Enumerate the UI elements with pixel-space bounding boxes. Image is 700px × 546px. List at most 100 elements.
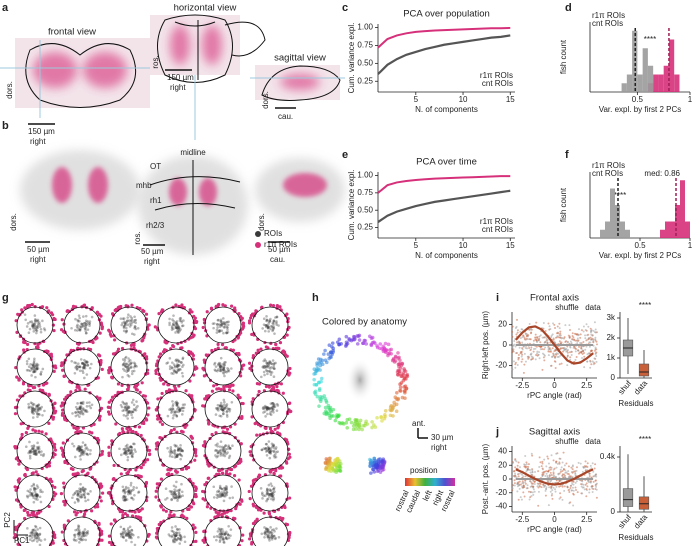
point-decoration — [134, 327, 138, 331]
point-decoration — [265, 408, 269, 412]
point-decoration — [173, 412, 176, 415]
point-decoration — [223, 450, 227, 454]
point-decoration — [172, 314, 175, 317]
point-decoration — [121, 530, 125, 534]
point-decoration — [35, 326, 38, 330]
point-decoration — [175, 321, 178, 325]
point-decoration — [253, 519, 257, 523]
point-decoration — [534, 347, 537, 350]
point-decoration — [129, 319, 133, 323]
point-decoration — [272, 534, 276, 538]
ring — [110, 474, 148, 512]
point-decoration — [175, 322, 178, 326]
y-tick-label: 0.50 — [357, 205, 373, 214]
point-decoration — [259, 347, 263, 351]
point-decoration — [173, 364, 177, 368]
point-decoration — [319, 397, 323, 402]
point-decoration — [131, 455, 134, 459]
point-decoration — [270, 495, 274, 498]
point-decoration — [215, 387, 219, 391]
point-decoration — [35, 367, 39, 371]
point-decoration — [216, 368, 220, 372]
point-decoration — [226, 330, 230, 334]
point-decoration — [83, 321, 87, 325]
point-decoration — [51, 417, 55, 421]
point-decoration — [270, 407, 274, 410]
point-decoration — [265, 405, 269, 409]
point-decoration — [126, 429, 130, 433]
point-decoration — [71, 304, 76, 308]
point-decoration — [170, 450, 174, 454]
point-decoration — [47, 504, 51, 509]
point-decoration — [556, 356, 559, 359]
point-decoration — [35, 410, 38, 414]
point-decoration — [36, 415, 39, 419]
point-decoration — [82, 453, 85, 456]
point-decoration — [181, 449, 184, 452]
point-decoration — [272, 449, 275, 453]
point-decoration — [35, 494, 39, 498]
point-decoration — [543, 458, 546, 461]
point-decoration — [121, 533, 125, 536]
point-decoration — [35, 367, 39, 371]
ring — [63, 432, 101, 470]
point-decoration — [261, 327, 264, 330]
point-decoration — [288, 455, 292, 459]
point-decoration — [276, 404, 280, 407]
point-decoration — [264, 533, 267, 536]
point-decoration — [28, 449, 32, 453]
point-decoration — [558, 472, 561, 475]
point-decoration — [267, 407, 270, 410]
point-decoration — [85, 452, 89, 456]
point-decoration — [271, 408, 275, 412]
point-decoration — [114, 422, 118, 426]
point-decoration — [540, 486, 543, 489]
point-decoration — [122, 329, 126, 333]
point-decoration — [172, 319, 176, 323]
point-decoration — [221, 447, 225, 451]
point-decoration — [222, 368, 225, 371]
point-decoration — [40, 405, 43, 409]
point-decoration — [376, 462, 381, 467]
point-decoration — [127, 357, 130, 360]
point-decoration — [124, 533, 128, 536]
point-decoration — [175, 365, 179, 368]
point-decoration — [75, 472, 79, 476]
point-decoration — [76, 447, 79, 451]
point-decoration — [139, 518, 143, 523]
point-decoration — [31, 494, 34, 498]
point-decoration — [125, 370, 129, 374]
point-decoration — [288, 401, 292, 405]
point-decoration — [369, 336, 374, 341]
point-decoration — [569, 345, 572, 348]
point-decoration — [214, 365, 218, 368]
point-decoration — [272, 454, 276, 458]
point-decoration — [33, 533, 37, 536]
point-decoration — [27, 331, 31, 335]
point-decoration — [177, 494, 181, 497]
point-decoration — [585, 345, 588, 348]
point-decoration — [221, 493, 224, 497]
point-decoration — [170, 409, 174, 413]
point-decoration — [225, 469, 229, 473]
x-axis-label: N. of components — [415, 105, 478, 114]
point-decoration — [224, 448, 228, 451]
box — [622, 488, 634, 507]
point-decoration — [591, 360, 594, 363]
legend-label: cnt ROIs — [482, 79, 513, 88]
point-decoration — [40, 430, 44, 434]
point-decoration — [37, 449, 41, 453]
point-decoration — [127, 490, 131, 493]
point-decoration — [520, 498, 523, 501]
point-decoration — [134, 364, 137, 368]
point-decoration — [35, 367, 38, 371]
point-decoration — [83, 387, 87, 391]
point-decoration — [176, 499, 179, 502]
point-decoration — [172, 322, 175, 326]
point-decoration — [213, 368, 217, 372]
point-decoration — [76, 500, 80, 503]
point-decoration — [219, 454, 223, 457]
point-decoration — [126, 458, 130, 462]
point-decoration — [231, 348, 236, 352]
point-decoration — [183, 403, 187, 406]
